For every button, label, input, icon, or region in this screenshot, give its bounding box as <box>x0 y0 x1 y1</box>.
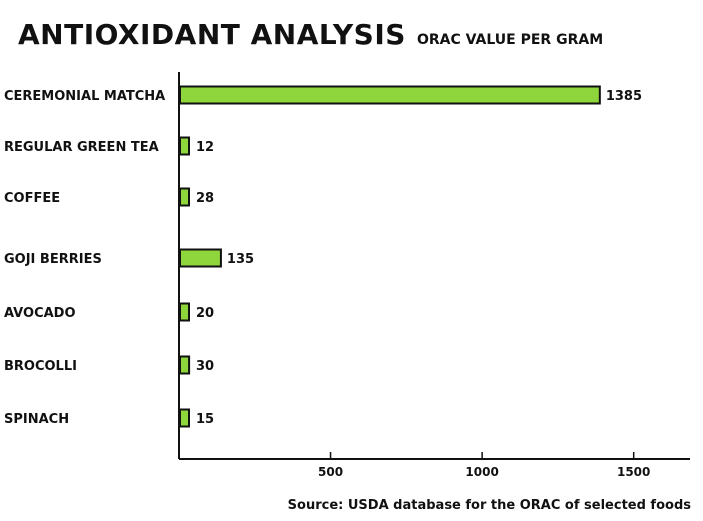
value-label: 28 <box>196 191 214 206</box>
bar <box>179 302 190 322</box>
bar <box>179 136 190 156</box>
value-label: 12 <box>196 140 214 155</box>
chart-header: ANTIOXIDANT ANALYSIS ORAC VALUE PER GRAM <box>18 18 603 51</box>
x-tick-label: 1000 <box>465 465 498 479</box>
value-label: 30 <box>196 359 214 374</box>
x-tick-label: 1500 <box>617 465 650 479</box>
x-tick-label: 500 <box>318 465 343 479</box>
bar <box>179 408 190 428</box>
value-label: 135 <box>227 252 254 267</box>
category-label: REGULAR GREEN TEA <box>4 140 159 155</box>
category-label: AVOCADO <box>4 306 76 321</box>
category-label: GOJI BERRIES <box>4 252 102 267</box>
value-label: 1385 <box>606 89 642 104</box>
bar <box>179 85 601 105</box>
value-label: 20 <box>196 306 214 321</box>
value-label: 15 <box>196 412 214 427</box>
chart-title: ANTIOXIDANT ANALYSIS <box>18 18 406 51</box>
category-label: SPINACH <box>4 412 69 427</box>
category-label: BROCOLLI <box>4 359 77 374</box>
category-label: CEREMONIAL MATCHA <box>4 89 165 104</box>
chart-subtitle: ORAC VALUE PER GRAM <box>417 32 604 48</box>
bar <box>179 187 190 207</box>
source-note: Source: USDA database for the ORAC of se… <box>287 498 691 513</box>
bar <box>179 355 191 375</box>
category-label: COFFEE <box>4 191 60 206</box>
bar <box>179 248 222 268</box>
